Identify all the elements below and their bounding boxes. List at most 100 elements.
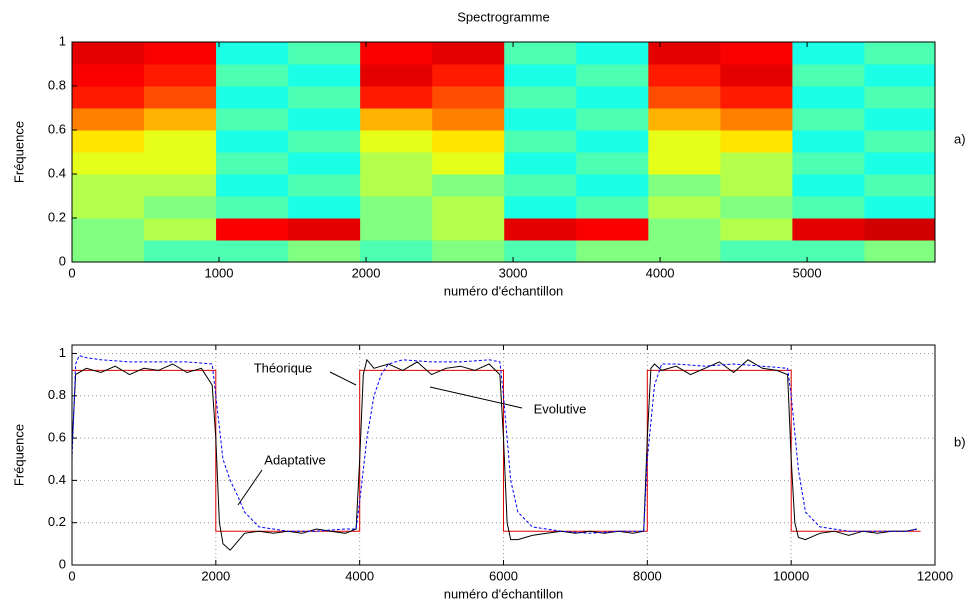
x-tick-label: 1000	[205, 265, 234, 280]
heat-cell	[144, 240, 217, 263]
heat-cell	[216, 174, 289, 197]
y-tick-label: 0.2	[48, 514, 66, 529]
chart-title: Spectrogramme	[457, 9, 549, 24]
heat-cell	[648, 174, 721, 197]
heat-cell	[432, 174, 505, 197]
heat-cell	[432, 196, 505, 219]
heat-cell	[504, 86, 577, 109]
annotation: Evolutive	[534, 401, 587, 416]
heat-cell	[360, 86, 433, 109]
heat-cell	[504, 108, 577, 131]
heat-cell	[432, 42, 505, 65]
heat-cell	[504, 174, 577, 197]
heat-cell	[288, 152, 361, 175]
heat-cell	[720, 196, 793, 219]
heat-cell	[792, 174, 865, 197]
heat-cell	[144, 174, 217, 197]
y-axis-label: Fréquence	[11, 424, 26, 486]
heat-cell	[144, 130, 217, 153]
heat-cell	[648, 86, 721, 109]
heat-cell	[504, 218, 577, 241]
heat-cell	[576, 108, 649, 131]
series-line	[72, 369, 921, 532]
heat-cell	[144, 64, 217, 87]
heat-cell	[792, 240, 865, 263]
heat-cell	[576, 174, 649, 197]
heat-cell	[72, 174, 145, 197]
x-tick-label: 6000	[489, 568, 518, 583]
heat-cell	[432, 108, 505, 131]
y-tick-label: 0	[59, 253, 66, 268]
heat-cell	[216, 130, 289, 153]
annotation-arrow	[429, 386, 523, 409]
heat-cell	[72, 42, 145, 65]
heat-cell	[216, 152, 289, 175]
heat-cell	[576, 196, 649, 219]
x-tick-label: 4000	[646, 265, 675, 280]
y-tick-label: 0.6	[48, 121, 66, 136]
heat-cell	[792, 42, 865, 65]
heat-cell	[288, 196, 361, 219]
plot-frame	[71, 41, 936, 263]
x-tick-label: 12000	[917, 568, 953, 583]
heat-cell	[504, 152, 577, 175]
heat-cell	[360, 64, 433, 87]
annotation: Théorique	[254, 360, 313, 375]
x-tick-label: 4000	[345, 568, 374, 583]
heat-cell	[720, 174, 793, 197]
heat-cell	[792, 86, 865, 109]
heat-cell	[72, 108, 145, 131]
heat-cell	[864, 218, 936, 241]
annotation: Adaptative	[264, 452, 325, 467]
heat-cell	[504, 130, 577, 153]
heat-cell	[720, 108, 793, 131]
heat-cell	[720, 64, 793, 87]
heat-cell	[504, 196, 577, 219]
heat-cell	[576, 86, 649, 109]
x-tick-label: 0	[68, 265, 75, 280]
heat-cell	[648, 240, 721, 263]
heat-cell	[792, 130, 865, 153]
heat-cell	[216, 108, 289, 131]
heat-cell	[144, 152, 217, 175]
y-tick-label: 1	[59, 33, 66, 48]
heat-cell	[216, 42, 289, 65]
y-tick-label: 1	[59, 345, 66, 360]
heat-cell	[504, 240, 577, 263]
heat-cell	[432, 130, 505, 153]
heat-cell	[864, 42, 936, 65]
y-tick-label: 0.8	[48, 77, 66, 92]
heat-cell	[288, 240, 361, 263]
heat-cell	[792, 152, 865, 175]
heat-cell	[864, 130, 936, 153]
heat-cell	[72, 130, 145, 153]
x-tick-label: 10000	[773, 568, 809, 583]
heat-cell	[648, 64, 721, 87]
heat-cell	[432, 240, 505, 263]
heat-cell	[864, 196, 936, 219]
heat-cell	[720, 130, 793, 153]
plot-frame	[71, 344, 936, 566]
heat-cell	[72, 86, 145, 109]
heat-cell	[720, 218, 793, 241]
heat-cell	[432, 64, 505, 87]
x-tick-label: 8000	[633, 568, 662, 583]
heat-cell	[216, 196, 289, 219]
y-tick-label: 0.6	[48, 430, 66, 445]
heat-cell	[720, 152, 793, 175]
heat-cell	[792, 218, 865, 241]
heat-cell	[720, 240, 793, 263]
heat-cell	[360, 218, 433, 241]
heat-cell	[792, 64, 865, 87]
x-tick-label: 3000	[499, 265, 528, 280]
heat-cell	[288, 86, 361, 109]
heat-cell	[216, 218, 289, 241]
heat-cell	[432, 152, 505, 175]
y-axis-label: Fréquence	[11, 121, 26, 183]
heat-cell	[360, 108, 433, 131]
panel-label: b)	[954, 434, 966, 449]
heat-cell	[144, 196, 217, 219]
heat-cell	[288, 64, 361, 87]
heat-cell	[360, 152, 433, 175]
heat-cell	[576, 218, 649, 241]
